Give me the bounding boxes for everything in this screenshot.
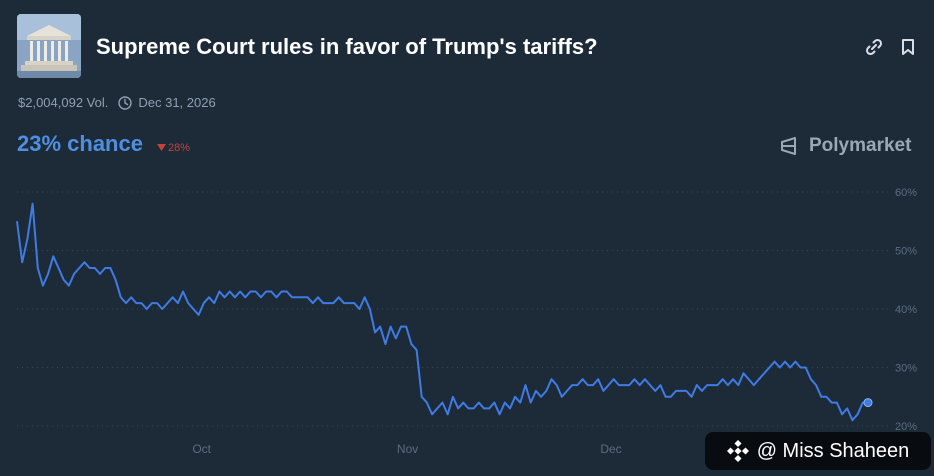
clock-icon <box>118 95 133 110</box>
down-arrow-icon <box>156 144 166 151</box>
y-tick-label: 40% <box>895 304 917 316</box>
volume-label: $2,004,092 Vol. <box>18 95 109 110</box>
chance-value: 23% chance <box>17 131 143 156</box>
latest-point-marker[interactable] <box>863 398 873 408</box>
change-value: 28% <box>167 141 190 154</box>
bookmark-icon[interactable] <box>897 36 919 58</box>
price-chart[interactable]: 60% 50% 40% 30% 20% Oct Nov Dec <box>0 176 934 466</box>
change-badge: 28% <box>156 141 190 154</box>
brand-label: Polymarket <box>809 135 912 156</box>
market-meta: $2,004,092 Vol. Dec 31, 2026 <box>18 95 216 110</box>
supreme-court-thumbnail[interactable] <box>17 14 81 78</box>
y-tick-label: 20% <box>895 421 917 433</box>
y-tick-label: 60% <box>895 187 917 199</box>
x-tick-label: Dec <box>600 442 621 456</box>
market-title: Supreme Court rules in favor of Trump's … <box>96 34 598 59</box>
binance-icon <box>726 440 749 462</box>
watermark-text: @ Miss Shaheen <box>756 439 910 462</box>
end-date-label: Dec 31, 2026 <box>138 95 216 110</box>
series-line <box>16 202 868 422</box>
polymarket-logo-icon <box>781 137 796 155</box>
watermark: @ Miss Shaheen <box>705 432 931 470</box>
y-tick-label: 50% <box>895 246 917 258</box>
link-icon[interactable] <box>863 36 885 58</box>
y-tick-label: 30% <box>895 363 917 375</box>
polymarket-brand[interactable]: Polymarket <box>778 135 911 157</box>
chance-row: 23% chance 28% <box>17 131 190 157</box>
market-header: Supreme Court rules in favor of Trump's … <box>17 14 917 80</box>
x-tick-label: Oct <box>192 442 211 456</box>
x-tick-label: Nov <box>397 442 418 456</box>
